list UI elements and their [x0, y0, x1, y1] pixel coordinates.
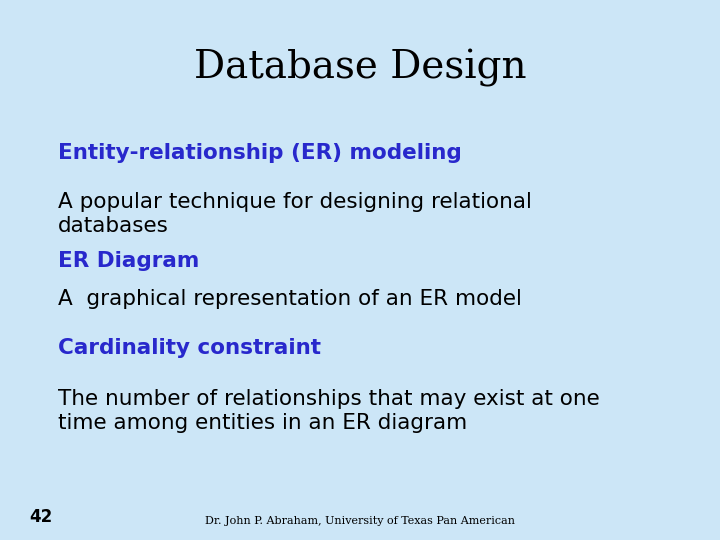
Text: Entity-relationship (ER) modeling: Entity-relationship (ER) modeling: [58, 143, 462, 163]
Text: Database Design: Database Design: [194, 49, 526, 86]
Text: 42: 42: [29, 509, 52, 526]
Text: The number of relationships that may exist at one
time among entities in an ER d: The number of relationships that may exi…: [58, 389, 599, 433]
Text: Dr. John P. Abraham, University of Texas Pan American: Dr. John P. Abraham, University of Texas…: [205, 516, 515, 526]
Text: A popular technique for designing relational
databases: A popular technique for designing relati…: [58, 192, 531, 235]
Text: ER Diagram: ER Diagram: [58, 251, 199, 271]
Text: A  graphical representation of an ER model: A graphical representation of an ER mode…: [58, 289, 521, 309]
Text: Cardinality constraint: Cardinality constraint: [58, 338, 320, 357]
